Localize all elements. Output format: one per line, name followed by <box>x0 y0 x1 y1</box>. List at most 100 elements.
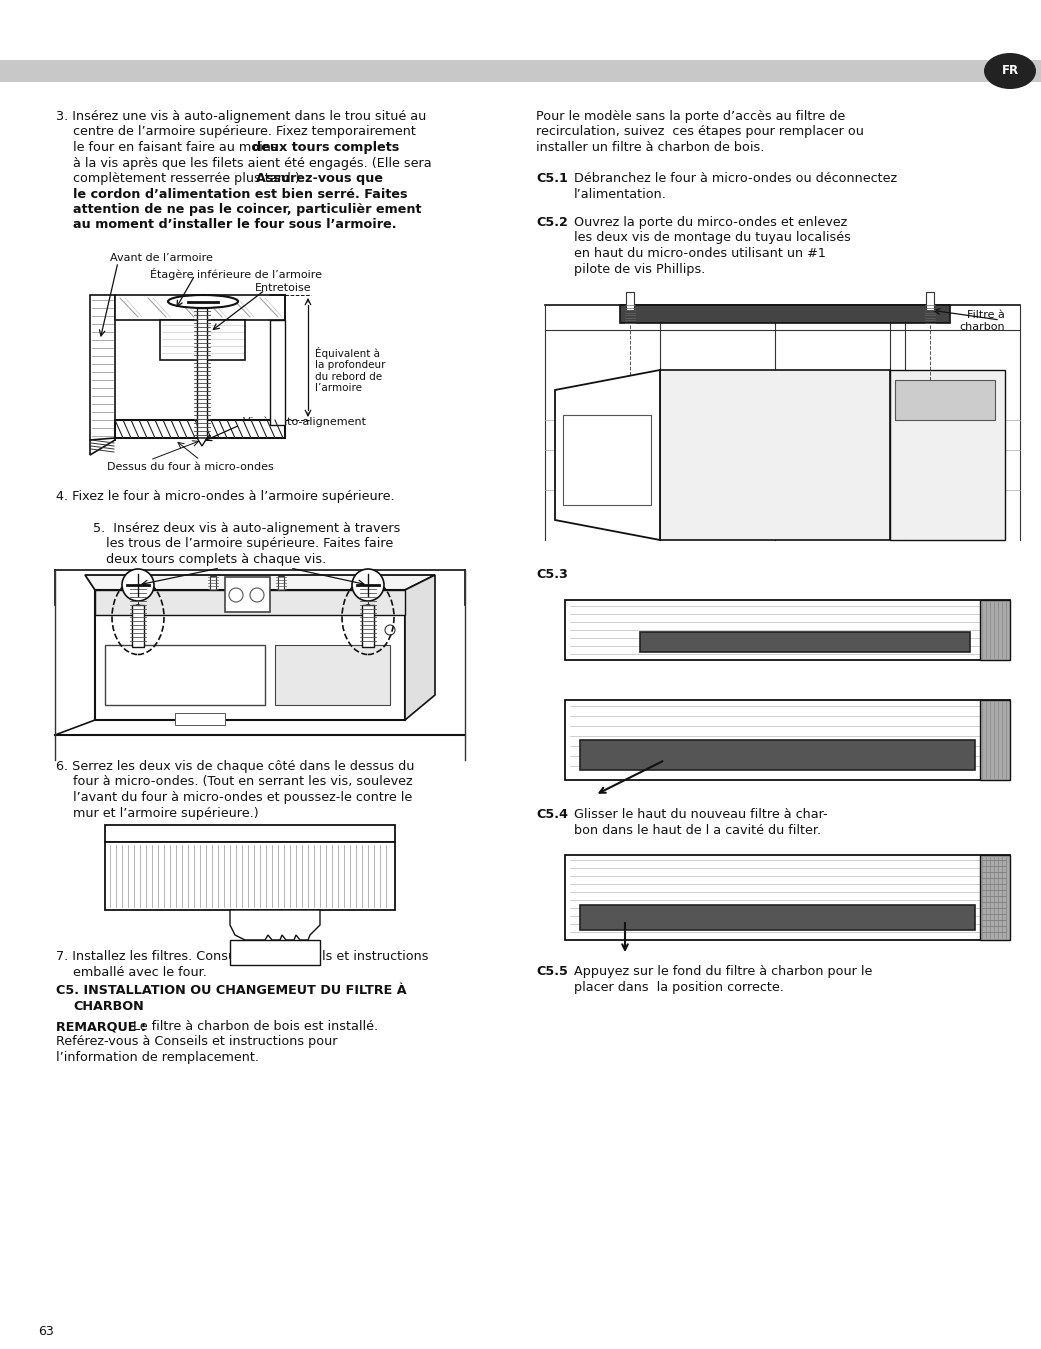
Text: pilote de vis Phillips.: pilote de vis Phillips. <box>574 263 706 275</box>
Text: l’avant du four à micro-ondes et poussez-le contre le: l’avant du four à micro-ondes et poussez… <box>73 791 412 804</box>
Text: au moment d’installer le four sous l’armoire.: au moment d’installer le four sous l’arm… <box>73 219 397 232</box>
Text: Le filtre à charbon de bois est installé.: Le filtre à charbon de bois est installé… <box>129 1020 378 1033</box>
Text: 6. Serrez les deux vis de chaque côté dans le dessus du: 6. Serrez les deux vis de chaque côté da… <box>56 759 414 773</box>
Text: 7. Installez les filtres. Consultez le Conseils et instructions: 7. Installez les filtres. Consultez le C… <box>56 950 429 963</box>
Bar <box>160 320 245 360</box>
Text: Avant de l’armoire: Avant de l’armoire <box>110 254 212 263</box>
Text: Appuyez sur le fond du filtre à charbon pour le: Appuyez sur le fond du filtre à charbon … <box>574 965 872 978</box>
Circle shape <box>364 604 372 612</box>
Text: attention de ne pas le coincer, particulièr ement: attention de ne pas le coincer, particul… <box>73 202 422 216</box>
Text: 5.  Insérez deux vis à auto-alignement à travers: 5. Insérez deux vis à auto-alignement à … <box>93 522 401 536</box>
Text: à la vis après que les filets aient été engagés. (Elle sera: à la vis après que les filets aient été … <box>73 156 432 170</box>
Text: C5.4: C5.4 <box>536 808 568 822</box>
Text: bon dans le haut de l a cavité du filter.: bon dans le haut de l a cavité du filter… <box>574 823 821 836</box>
Text: C5.1: C5.1 <box>536 173 568 185</box>
Bar <box>565 600 1010 660</box>
Bar <box>640 631 970 652</box>
Ellipse shape <box>984 53 1036 89</box>
Bar <box>362 604 374 648</box>
Bar <box>980 600 1010 660</box>
Bar <box>115 420 285 438</box>
Text: le four en faisant faire au moins: le four en faisant faire au moins <box>73 142 282 154</box>
Polygon shape <box>555 370 660 540</box>
Text: CHARBON: CHARBON <box>73 1000 144 1013</box>
Bar <box>95 590 405 615</box>
Text: les trous de l’armoire supérieure. Faites faire: les trous de l’armoire supérieure. Faite… <box>106 537 393 550</box>
Text: four à micro-ondes. (Tout en serrant les vis, soulevez: four à micro-ondes. (Tout en serrant les… <box>73 776 412 789</box>
Bar <box>278 576 284 590</box>
Text: les deux vis de montage du tuyau localisés: les deux vis de montage du tuyau localis… <box>574 232 850 244</box>
Bar <box>890 370 1005 540</box>
Circle shape <box>122 569 154 602</box>
Bar <box>565 855 1010 940</box>
Bar <box>225 577 270 612</box>
Text: installer un filtre à charbon de bois.: installer un filtre à charbon de bois. <box>536 142 764 154</box>
Text: Étagère inférieure de l’armoire: Étagère inférieure de l’armoire <box>150 268 322 281</box>
Text: FR: FR <box>1001 65 1018 77</box>
Bar <box>105 826 395 842</box>
Polygon shape <box>405 575 435 720</box>
Polygon shape <box>90 438 115 455</box>
Circle shape <box>250 588 264 602</box>
Text: placer dans  la position correcte.: placer dans la position correcte. <box>574 981 784 993</box>
Text: centre de l’armoire supérieure. Fixez temporairement: centre de l’armoire supérieure. Fixez te… <box>73 125 415 139</box>
Bar <box>620 305 950 322</box>
Text: Débranchez le four à micro-ondes ou déconnectez: Débranchez le four à micro-ondes ou déco… <box>574 173 897 185</box>
Text: mur et l’armoire supérieure.): mur et l’armoire supérieure.) <box>73 807 258 819</box>
Bar <box>580 741 975 770</box>
Bar <box>132 604 144 648</box>
Bar <box>0 59 1041 82</box>
Bar <box>175 714 225 724</box>
Text: Vis à auto-alignement: Vis à auto-alignement <box>243 417 366 428</box>
Text: deux tours complets: deux tours complets <box>252 142 400 154</box>
Text: C5.2: C5.2 <box>536 216 568 229</box>
Text: Reférez-vous à Conseils et instructions pour: Reférez-vous à Conseils et instructions … <box>56 1036 337 1048</box>
Text: recirculation, suivez  ces étapes pour remplacer ou: recirculation, suivez ces étapes pour re… <box>536 125 864 139</box>
Text: Glisser le haut du nouveau filtre à char-: Glisser le haut du nouveau filtre à char… <box>574 808 828 822</box>
Bar <box>926 291 934 310</box>
Bar <box>980 700 1010 780</box>
Text: Dessus du four à micro-ondes: Dessus du four à micro-ondes <box>106 461 274 472</box>
Text: deux tours complets à chaque vis.: deux tours complets à chaque vis. <box>106 553 326 567</box>
Text: C5.3: C5.3 <box>536 568 568 581</box>
Polygon shape <box>197 438 207 447</box>
Bar <box>626 291 634 310</box>
Text: C5.5: C5.5 <box>536 965 568 978</box>
Circle shape <box>385 625 395 635</box>
Text: Assurez-vous que: Assurez-vous que <box>256 173 383 185</box>
Text: Entretoise: Entretoise <box>255 283 311 293</box>
Text: 4. Fixez le four à micro-ondes à l’armoire supérieure.: 4. Fixez le four à micro-ondes à l’armoi… <box>56 490 395 503</box>
Bar <box>95 590 405 720</box>
Text: emballé avec le four.: emballé avec le four. <box>73 966 207 978</box>
Bar <box>565 700 1010 780</box>
Text: REMARQUE :: REMARQUE : <box>56 1020 146 1033</box>
Bar <box>580 905 975 929</box>
Text: le cordon d’alimentation est bien serré. Faites: le cordon d’alimentation est bien serré.… <box>73 188 407 201</box>
Text: 63: 63 <box>39 1325 54 1338</box>
Circle shape <box>134 604 142 612</box>
Bar <box>895 380 995 420</box>
Bar <box>980 855 1010 940</box>
Text: l’information de remplacement.: l’information de remplacement. <box>56 1051 259 1064</box>
Bar <box>115 295 285 320</box>
Text: complètement resserrée plus tard.): complètement resserrée plus tard.) <box>73 173 304 185</box>
Bar <box>90 295 115 440</box>
Bar <box>270 320 285 425</box>
Bar <box>105 645 265 706</box>
Bar <box>105 842 395 911</box>
Circle shape <box>229 588 243 602</box>
Ellipse shape <box>168 295 238 308</box>
Polygon shape <box>85 575 435 590</box>
Circle shape <box>352 569 384 602</box>
Text: Pour le modèle sans la porte d’accès au filtre de: Pour le modèle sans la porte d’accès au … <box>536 111 845 123</box>
Text: C5. INSTALLATION OU CHANGEMEUT DU FILTRE À: C5. INSTALLATION OU CHANGEMEUT DU FILTRE… <box>56 983 407 997</box>
Bar <box>660 370 890 540</box>
Text: l’alimentation.: l’alimentation. <box>574 188 667 201</box>
Text: Filtre à
charbon: Filtre à charbon <box>960 310 1005 332</box>
Bar <box>563 415 651 505</box>
Text: en haut du micro-ondes utilisant un #1: en haut du micro-ondes utilisant un #1 <box>574 247 826 260</box>
Text: 3. Insérez une vis à auto-alignement dans le trou situé au: 3. Insérez une vis à auto-alignement dan… <box>56 111 426 123</box>
Bar <box>275 645 390 706</box>
Bar <box>210 576 215 590</box>
Bar <box>230 940 320 965</box>
